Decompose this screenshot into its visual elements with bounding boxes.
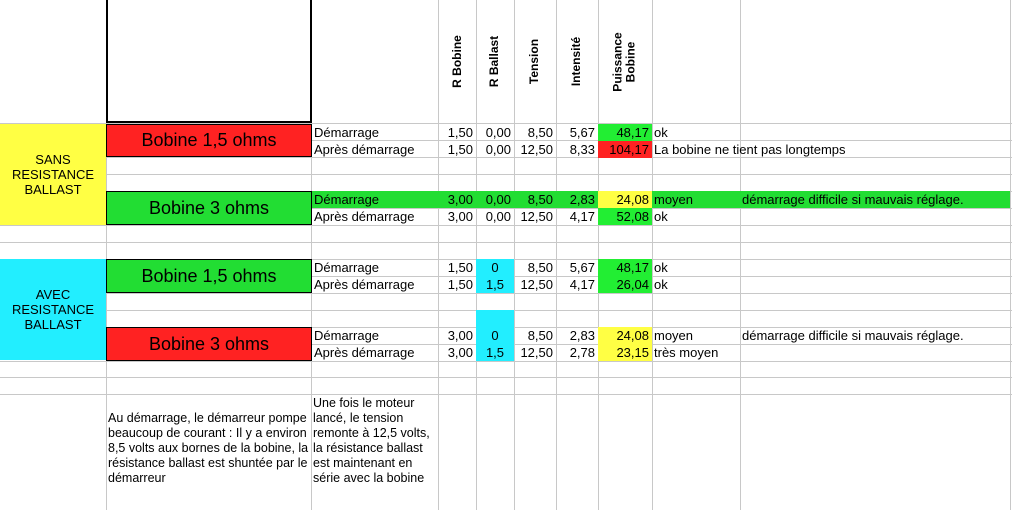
row-r-bobine: 3,00 xyxy=(447,192,473,207)
row-comment: moyen xyxy=(654,328,694,343)
row-note xyxy=(740,259,1010,276)
row-note xyxy=(740,344,1010,361)
row-r-bobine: 1,50 xyxy=(447,277,473,292)
row-tension: 12,50 xyxy=(520,277,553,292)
row-tension: 8,50 xyxy=(527,192,553,207)
row-r-ballast: 0,00 xyxy=(485,209,511,224)
row-note xyxy=(740,208,1010,225)
row-puissance: 104,17 xyxy=(598,141,652,158)
cyan-band xyxy=(476,310,514,327)
row-phase: Après démarrage xyxy=(314,142,415,157)
header-tension: Tension xyxy=(527,38,542,85)
row-puissance: 24,08 xyxy=(598,327,652,344)
row-r-ballast: 1,5 xyxy=(476,344,514,361)
group-sans-ballast: SANS RESISTANCE BALLAST xyxy=(0,124,106,225)
row-tension: 8,50 xyxy=(527,328,553,343)
row-puissance: 24,08 xyxy=(598,191,652,208)
row-intensite: 8,33 xyxy=(569,142,595,157)
row-phase: Après démarrage xyxy=(314,209,415,224)
row-intensite: 5,67 xyxy=(569,125,595,140)
label-bobine-4: Bobine 3 ohms xyxy=(106,327,312,361)
row-puissance: 52,08 xyxy=(598,208,652,225)
row-note: démarrage difficile si mauvais réglage. xyxy=(742,328,964,343)
row-tension: 12,50 xyxy=(520,209,553,224)
row-comment: ok xyxy=(654,277,668,292)
row-comment: ok xyxy=(654,260,668,275)
label-bobine-2: Bobine 3 ohms xyxy=(106,191,312,225)
row-r-ballast: 0,00 xyxy=(485,192,511,207)
label-bobine-3: Bobine 1,5 ohms xyxy=(106,259,312,293)
selected-cell-box[interactable] xyxy=(106,0,312,123)
row-intensite: 4,17 xyxy=(569,277,595,292)
row-phase: Démarrage xyxy=(314,192,380,207)
row-r-bobine: 3,00 xyxy=(447,345,473,360)
row-r-bobine: 1,50 xyxy=(447,260,473,275)
header-puissance: Puissance Bobine xyxy=(611,31,638,92)
row-r-ballast: 1,5 xyxy=(476,276,514,293)
row-note xyxy=(740,276,1010,293)
group-avec-ballast: AVEC RESISTANCE BALLAST xyxy=(0,259,106,360)
row-r-ballast: 0,00 xyxy=(485,125,511,140)
row-puissance: 26,04 xyxy=(598,276,652,293)
note-left: Au démarrage, le démarreur pompe beaucou… xyxy=(108,411,309,485)
row-comment: très moyen xyxy=(654,345,719,360)
green-band xyxy=(312,191,1010,208)
row-tension: 12,50 xyxy=(520,345,553,360)
row-phase: Démarrage xyxy=(314,125,380,140)
header-intensite: Intensité xyxy=(569,36,584,87)
row-puissance: 48,17 xyxy=(598,259,652,276)
row-phase: Démarrage xyxy=(314,260,380,275)
row-note xyxy=(740,124,1010,141)
header-r-bobine: R Bobine xyxy=(449,35,464,88)
row-phase: Après démarrage xyxy=(314,345,415,360)
row-intensite: 2,83 xyxy=(569,192,595,207)
row-r-bobine: 1,50 xyxy=(447,125,473,140)
row-comment: La bobine ne tient pas longtemps xyxy=(654,142,846,157)
note-right: Une fois le moteur lancé, le tension rem… xyxy=(313,396,430,485)
row-r-bobine: 3,00 xyxy=(447,209,473,224)
label-bobine-1: Bobine 1,5 ohms xyxy=(106,124,312,157)
row-note: démarrage difficile si mauvais réglage. xyxy=(742,192,964,207)
row-comment: moyen xyxy=(654,192,694,207)
row-note xyxy=(740,141,1010,158)
row-intensite: 2,83 xyxy=(569,328,595,343)
row-tension: 8,50 xyxy=(527,260,553,275)
row-comment: ok xyxy=(654,125,668,140)
row-tension: 12,50 xyxy=(520,142,553,157)
row-r-ballast: 0,00 xyxy=(485,142,511,157)
row-puissance: 23,15 xyxy=(598,344,652,361)
row-r-ballast: 0 xyxy=(476,327,514,344)
row-intensite: 5,67 xyxy=(569,260,595,275)
row-tension: 8,50 xyxy=(527,125,553,140)
row-puissance: 48,17 xyxy=(598,124,652,141)
row-r-bobine: 1,50 xyxy=(447,142,473,157)
row-intensite: 2,78 xyxy=(569,345,595,360)
row-phase: Démarrage xyxy=(314,328,380,343)
row-r-bobine: 3,00 xyxy=(447,328,473,343)
row-phase: Après démarrage xyxy=(314,277,415,292)
header-r-ballast: R Ballast xyxy=(487,35,502,88)
row-r-ballast: 0 xyxy=(476,259,514,276)
row-comment: ok xyxy=(654,209,668,224)
row-intensite: 4,17 xyxy=(569,209,595,224)
